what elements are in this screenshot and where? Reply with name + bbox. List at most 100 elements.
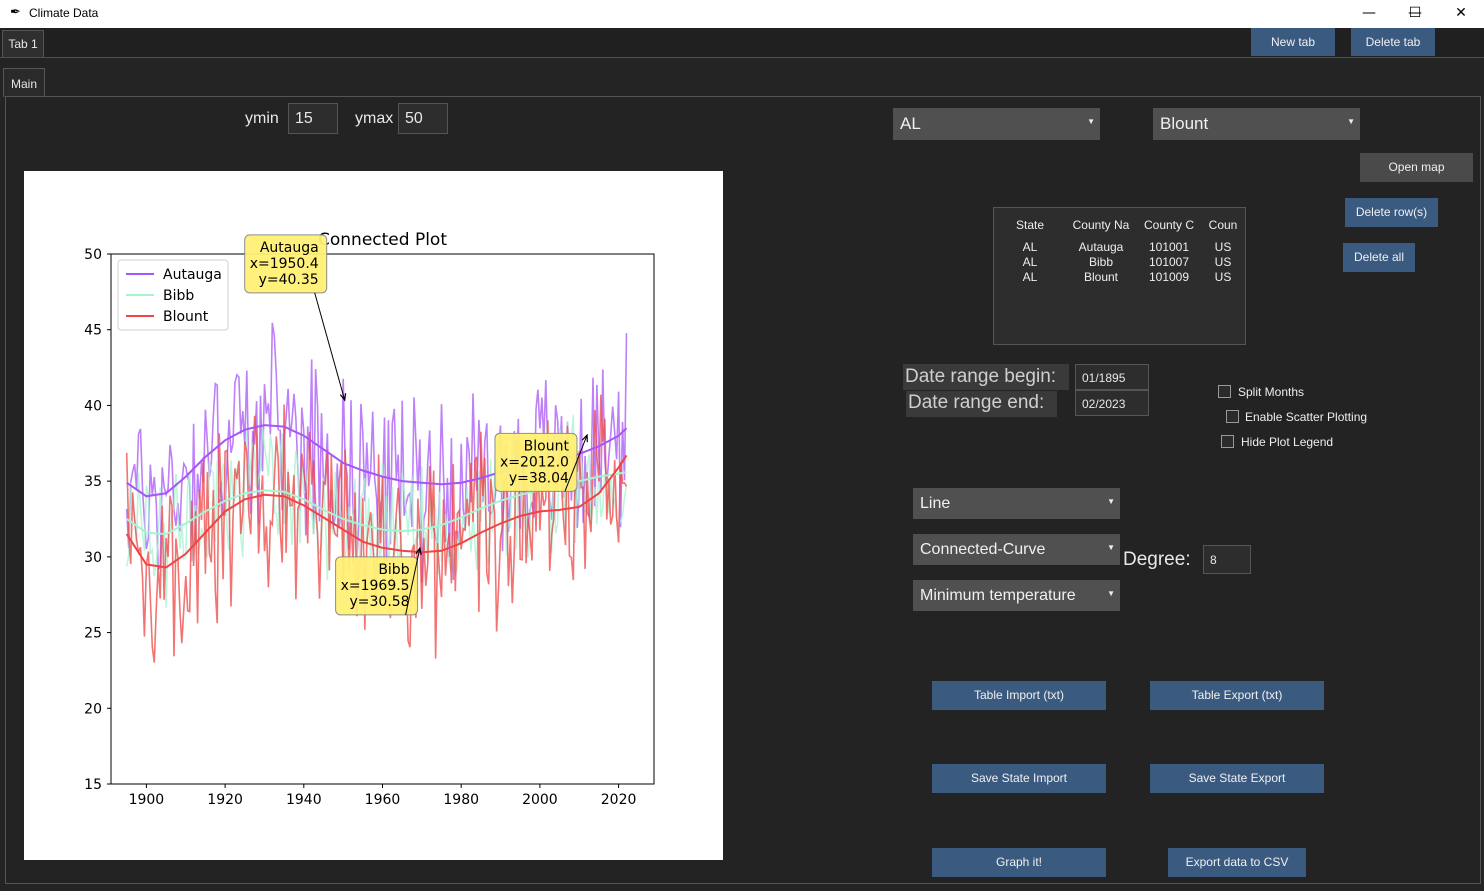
county-select-value: Blount xyxy=(1160,114,1209,133)
annotation-text-autauga: y=40.35 xyxy=(259,272,319,288)
table-cell[interactable]: Blount xyxy=(1083,270,1119,284)
legend-label-autauga: Autauga xyxy=(163,267,222,283)
close-icon[interactable]: ✕ xyxy=(1455,5,1467,21)
table-cell[interactable]: US xyxy=(1214,255,1232,269)
annotation-text-bibb: x=1969.5 xyxy=(341,578,410,594)
annotation-box-bibb xyxy=(335,556,419,616)
annotation-box-blount xyxy=(494,432,578,492)
table-header-county-name[interactable]: County Na xyxy=(1072,218,1130,232)
annotation-arrow-blount xyxy=(564,434,588,492)
annotation-text-bibb: y=30.58 xyxy=(349,594,409,610)
plot-type-value: Line xyxy=(920,495,951,512)
y-tick-label: 35 xyxy=(84,474,102,490)
save-state-import-button[interactable]: Save State Import xyxy=(932,764,1106,793)
date-begin-label: Date range begin: xyxy=(903,364,1069,390)
connected-plot-chart: Connected Plot 1900 1920 1940 1960 1980 2000 20… xyxy=(84,230,655,808)
save-state-export-button[interactable]: Save State Export xyxy=(1150,764,1324,793)
legend-box xyxy=(117,259,229,331)
delete-tab-button[interactable]: Delete tab xyxy=(1351,28,1435,56)
graph-button[interactable]: Graph it! xyxy=(932,848,1106,877)
ymin-input[interactable]: 15 xyxy=(288,103,338,134)
table-header-state[interactable]: State xyxy=(1015,218,1045,232)
tab-tab-1[interactable]: Tab 1 xyxy=(2,30,44,57)
table-cell[interactable]: US xyxy=(1214,270,1232,284)
annotation-arrow-autauga xyxy=(314,292,346,401)
x-tick-label: 2020 xyxy=(601,792,637,808)
table-cell[interactable]: 101009 xyxy=(1148,270,1190,284)
annotation-box-autauga xyxy=(244,234,328,294)
split-months-checkbox[interactable] xyxy=(1218,385,1231,398)
degree-input[interactable]: 8 xyxy=(1203,545,1251,574)
delete-all-button[interactable]: Delete all xyxy=(1343,243,1415,272)
chevron-down-icon: ▼ xyxy=(1107,589,1115,598)
outer-tab-bar xyxy=(0,28,1484,58)
table-cell[interactable]: AL xyxy=(1022,270,1038,284)
hide-legend-label: Hide Plot Legend xyxy=(1241,435,1334,449)
y-tick-label: 30 xyxy=(84,550,102,566)
table-cell[interactable]: 101007 xyxy=(1148,255,1190,269)
x-tick-label: 1920 xyxy=(207,792,243,808)
table-header-county-code[interactable]: County C xyxy=(1143,218,1195,232)
plot-type-select[interactable]: Line ▼ xyxy=(913,488,1120,519)
variable-value: Minimum temperature xyxy=(920,587,1076,604)
scatter-checkbox[interactable] xyxy=(1226,410,1239,423)
chevron-down-icon: ▼ xyxy=(1107,543,1115,552)
y-tick-label: 20 xyxy=(84,701,102,717)
plot-canvas: Connected Plot 1900 1920 1940 1960 1980 2000 20… xyxy=(24,171,723,860)
annotation-text-blount: x=2012.0 xyxy=(500,454,569,470)
state-select-value: AL xyxy=(900,114,921,133)
ymax-input[interactable]: 50 xyxy=(398,103,448,134)
chart-title: Connected Plot xyxy=(318,230,447,250)
series-raw-autauga xyxy=(125,322,628,583)
y-tick-label: 25 xyxy=(84,626,102,642)
annotation-text-blount: y=38.04 xyxy=(509,470,569,486)
annotation-arrowhead-blount xyxy=(581,433,588,443)
table-cell[interactable]: Autauga xyxy=(1078,240,1124,254)
state-select[interactable]: AL ▼ xyxy=(893,108,1100,140)
table-cell[interactable]: 101001 xyxy=(1148,240,1190,254)
delete-rows-button[interactable]: Delete row(s) xyxy=(1345,198,1438,227)
annotation-text-autauga: x=1950.4 xyxy=(250,256,319,272)
table-cell[interactable]: AL xyxy=(1022,255,1038,269)
x-tick-label: 1900 xyxy=(129,792,165,808)
series-fit-blount xyxy=(125,454,628,569)
annotation-arrowhead-bibb xyxy=(415,546,422,556)
maximize-icon[interactable]: ☐ xyxy=(1408,5,1422,21)
county-select[interactable]: Blount ▼ xyxy=(1153,108,1360,140)
degree-label: Degree: xyxy=(1123,549,1191,570)
minimize-button[interactable]: — xyxy=(1362,5,1376,21)
table-header-country[interactable]: Coun xyxy=(1208,218,1238,232)
table-import-button[interactable]: Table Import (txt) xyxy=(932,681,1106,710)
x-tick-label: 1960 xyxy=(365,792,401,808)
export-csv-button[interactable]: Export data to CSV xyxy=(1168,848,1306,877)
ymin-label: ymin xyxy=(245,110,279,127)
new-tab-button[interactable]: New tab xyxy=(1251,28,1335,56)
date-begin-input[interactable]: 01/1895 xyxy=(1075,364,1149,390)
table-cell[interactable]: US xyxy=(1214,240,1232,254)
split-months-label: Split Months xyxy=(1238,385,1305,399)
scatter-label: Enable Scatter Plotting xyxy=(1245,410,1368,424)
table-cell[interactable]: Bibb xyxy=(1088,255,1114,269)
y-tick-label: 50 xyxy=(84,247,102,263)
annotation-text-bibb: Bibb xyxy=(378,562,409,578)
chevron-down-icon: ▼ xyxy=(1087,117,1095,126)
x-tick-label: 1980 xyxy=(443,792,479,808)
table-export-button[interactable]: Table Export (txt) xyxy=(1150,681,1324,710)
feather-icon: ✒ xyxy=(10,5,21,20)
curve-type-value: Connected-Curve xyxy=(920,541,1046,558)
curve-type-select[interactable]: Connected-Curve ▼ xyxy=(913,534,1120,565)
hide-legend-checkbox[interactable] xyxy=(1221,435,1234,448)
annotation-arrowhead-autauga xyxy=(339,393,347,402)
minimize-icon[interactable]: — xyxy=(1408,5,1422,21)
legend-label-blount: Blount xyxy=(163,309,209,325)
tab-main[interactable]: Main xyxy=(3,68,45,97)
y-tick-label: 15 xyxy=(84,777,102,793)
x-tick-label: 1940 xyxy=(286,792,322,808)
chevron-down-icon: ▼ xyxy=(1107,497,1115,506)
variable-select[interactable]: Minimum temperature ▼ xyxy=(913,580,1120,611)
county-table[interactable]: State County Na County C Coun AL Autauga… xyxy=(993,207,1246,345)
y-tick-label: 45 xyxy=(84,323,102,339)
date-end-input[interactable]: 02/2023 xyxy=(1075,390,1149,416)
open-map-button[interactable]: Open map xyxy=(1360,153,1473,182)
table-cell[interactable]: AL xyxy=(1022,240,1038,254)
